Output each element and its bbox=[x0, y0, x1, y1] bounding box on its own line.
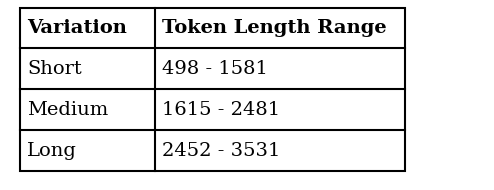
Text: Token Length Range: Token Length Range bbox=[162, 19, 387, 37]
Text: 1615 - 2481: 1615 - 2481 bbox=[162, 101, 280, 119]
Text: Long: Long bbox=[27, 142, 77, 160]
Text: 2452 - 3531: 2452 - 3531 bbox=[162, 142, 281, 160]
Text: Variation: Variation bbox=[27, 19, 127, 37]
Text: Medium: Medium bbox=[27, 101, 108, 119]
Text: Short: Short bbox=[27, 60, 82, 78]
Text: 498 - 1581: 498 - 1581 bbox=[162, 60, 268, 78]
Bar bbox=[20, 8, 405, 171]
